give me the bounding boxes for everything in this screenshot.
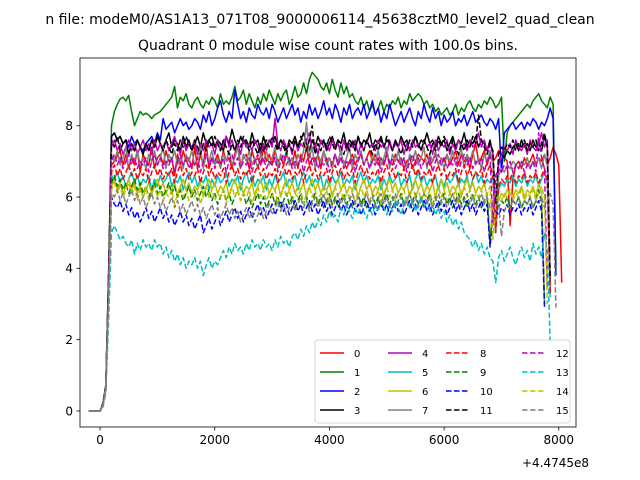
legend-label-3: 3 (354, 406, 360, 417)
legend-label-9: 9 (480, 368, 486, 379)
legend-label-5: 5 (422, 368, 428, 379)
series-layer (88, 71, 563, 412)
legend-label-10: 10 (480, 387, 493, 398)
x-tick-label: 0 (96, 433, 104, 447)
series-line-10 (88, 196, 546, 412)
legend-label-12: 12 (556, 349, 569, 360)
series-line-14 (88, 182, 549, 412)
x-tick-label: 8000 (544, 433, 575, 447)
legend-label-1: 1 (354, 368, 360, 379)
figure-suptitle: n file: modeM0/AS1A13_071T08_9000006114_… (45, 12, 594, 28)
y-tick-label: 4 (65, 262, 73, 276)
series-line-12 (88, 132, 549, 412)
y-tick-label: 8 (65, 119, 73, 133)
y-axis: 0 2 4 6 8 (65, 119, 80, 418)
series-line-8 (88, 164, 551, 412)
legend-label-2: 2 (354, 387, 360, 398)
series-line-7 (88, 121, 551, 412)
x-axis: 0 2000 4000 6000 8000 (96, 427, 574, 447)
legend-label-7: 7 (422, 406, 428, 417)
y-tick-label: 6 (65, 190, 73, 204)
axes-frame (79, 57, 577, 428)
series-line-6 (88, 178, 546, 412)
y-tick-label: 0 (65, 404, 73, 418)
x-offset-label: +4.4745e8 (522, 456, 589, 470)
series-line-9 (88, 174, 546, 412)
x-tick-label: 6000 (429, 433, 460, 447)
legend-label-15: 15 (556, 406, 569, 417)
legend-label-0: 0 (354, 349, 360, 360)
x-tick-label: 2000 (199, 433, 230, 447)
legend-label-14: 14 (556, 387, 569, 398)
legend-label-11: 11 (480, 406, 493, 417)
series-line-11 (88, 114, 551, 412)
series-line-1 (88, 71, 557, 412)
legend-label-13: 13 (556, 368, 569, 379)
y-tick-label: 2 (65, 333, 73, 347)
chart-title: Quadrant 0 module wise count rates with … (138, 38, 518, 54)
x-tick-label: 4000 (314, 433, 345, 447)
legend-label-6: 6 (422, 387, 428, 398)
legend-box (314, 339, 571, 424)
legend-label-4: 4 (422, 349, 428, 360)
series-line-15 (88, 189, 557, 412)
series-line-4 (88, 117, 551, 412)
legend-label-8: 8 (480, 349, 486, 360)
